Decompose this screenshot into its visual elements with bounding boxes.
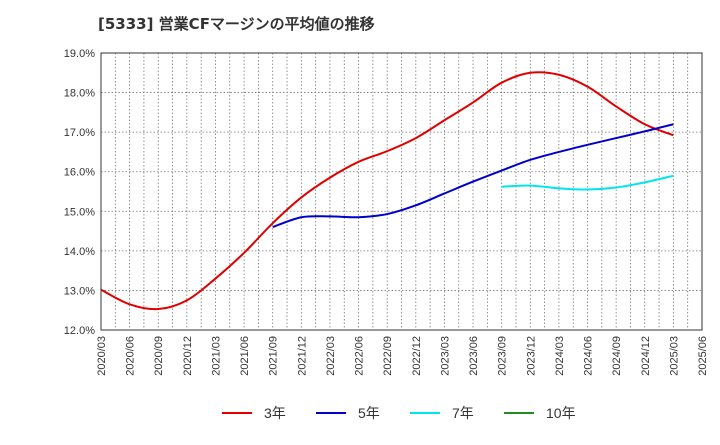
- y-tick-label: 18.0%: [64, 88, 95, 100]
- x-tick-label: 2022/12: [411, 336, 423, 376]
- x-tick-label: 2024/03: [554, 336, 566, 376]
- legend: 3年 5年 7年 10年: [222, 405, 576, 421]
- x-tick-label: 2022/09: [382, 336, 394, 376]
- y-tick-label: 13.0%: [64, 285, 95, 297]
- x-tick-label: 2021/12: [296, 336, 308, 376]
- x-axis-ticks: 2020/03 2020/06 2020/09 2020/12 2021/03 2021/…: [96, 336, 709, 376]
- y-tick-label: 17.0%: [64, 127, 95, 139]
- x-tick-label: 2020/06: [125, 336, 137, 376]
- y-tick-label: 16.0%: [64, 167, 95, 179]
- y-tick-label: 12.0%: [64, 325, 95, 337]
- y-tick-label: 14.0%: [64, 246, 95, 258]
- plot-frame: [100, 52, 703, 331]
- legend-label-3: 7年: [452, 405, 474, 421]
- legend-label-1: 3年: [264, 405, 286, 421]
- series-line-1: [100, 71, 674, 311]
- legend-label-4: 10年: [546, 405, 576, 421]
- x-tick-label: 2024/09: [611, 336, 623, 376]
- x-tick-label: 2024/06: [583, 336, 595, 376]
- x-tick-label: 2025/03: [668, 336, 680, 376]
- x-tick-label: 2025/06: [697, 336, 709, 376]
- y-tick-label: 15.0%: [64, 206, 95, 218]
- x-tick-label: 2021/06: [239, 336, 251, 376]
- x-tick-label: 2023/03: [439, 336, 451, 376]
- x-tick-label: 2022/06: [354, 336, 366, 376]
- series-layer: [100, 71, 674, 311]
- x-tick-label: 2024/12: [640, 336, 652, 376]
- x-tick-label: 2021/09: [268, 336, 280, 376]
- x-tick-label: 2023/09: [497, 336, 509, 376]
- x-tick-label: 2023/12: [525, 336, 537, 376]
- x-tick-label: 2022/03: [325, 336, 337, 376]
- chart-title: [5333] 営業CFマージンの平均値の推移: [98, 15, 375, 33]
- series-line-2: [272, 123, 674, 229]
- x-tick-label: 2020/03: [96, 336, 108, 376]
- x-tick-label: 2020/09: [153, 336, 165, 376]
- y-axis-ticks: 12.0% 13.0% 14.0% 15.0% 16.0% 17.0% 18.0% 19.0%: [64, 48, 95, 337]
- y-tick-label: 19.0%: [64, 48, 95, 60]
- x-tick-label: 2020/12: [182, 336, 194, 376]
- x-tick-label: 2021/03: [210, 336, 222, 376]
- series-line-3: [501, 174, 674, 191]
- x-tick-label: 2023/06: [468, 336, 480, 376]
- legend-label-2: 5年: [358, 405, 380, 421]
- grid-layer: [101, 53, 702, 330]
